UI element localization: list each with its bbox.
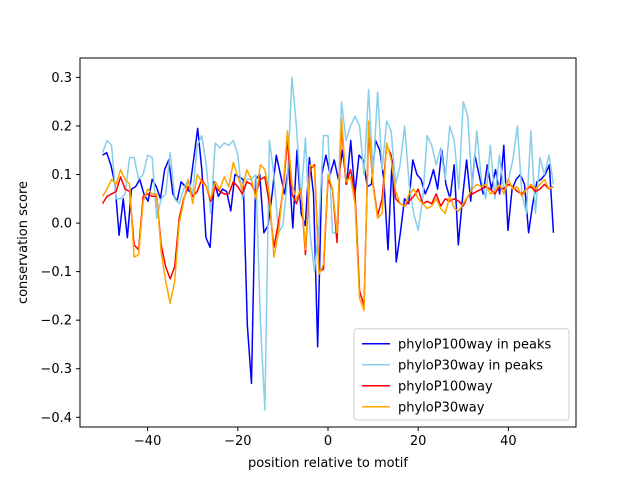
series-line-2 <box>101 76 555 411</box>
series-line-4 <box>101 117 554 312</box>
x-tick-label: 20 <box>410 434 427 449</box>
legend-label: phyloP100way <box>398 379 493 394</box>
y-axis-label: conservation score <box>16 181 31 304</box>
y-tick-label: 0.0 <box>51 217 72 232</box>
legend-label: phyloP100way in peaks <box>398 337 552 352</box>
y-tick-label: −0.1 <box>40 265 72 280</box>
y-tick-label: 0.1 <box>51 168 72 183</box>
x-tick-label: −20 <box>224 434 251 449</box>
x-axis: −40 −20 0 20 40 <box>134 427 517 449</box>
y-tick-label: −0.3 <box>40 362 72 377</box>
x-tick-label: −40 <box>134 434 161 449</box>
legend-box <box>353 328 570 421</box>
legend: phyloP100way in peaks phyloP30way in peak… <box>353 328 570 421</box>
x-axis-label: position relative to motif <box>248 456 408 471</box>
legend-label: phyloP30way in peaks <box>398 358 543 373</box>
y-axis: −0.4 −0.3 −0.2 −0.1 0.0 0.1 0.2 0.3 <box>40 71 80 426</box>
series-line-1 <box>102 127 555 385</box>
y-tick-label: 0.3 <box>51 71 72 86</box>
x-tick-label: 40 <box>500 434 517 449</box>
x-tick-label: 0 <box>324 434 332 449</box>
series-layer <box>101 76 555 411</box>
legend-label: phyloP30way <box>398 400 485 415</box>
y-tick-label: 0.2 <box>51 119 72 134</box>
y-tick-label: −0.2 <box>40 314 72 329</box>
y-tick-label: −0.4 <box>40 411 72 426</box>
